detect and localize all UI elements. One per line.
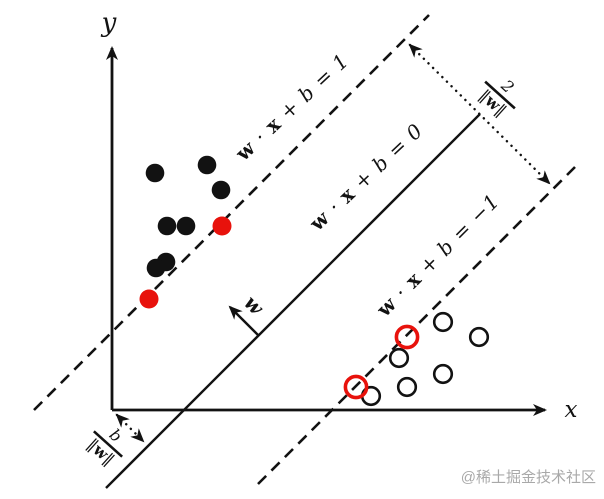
data-point — [211, 180, 231, 200]
bias-fraction-bar — [93, 430, 123, 458]
data-point — [139, 289, 159, 309]
data-point — [394, 324, 420, 350]
weight-vector-label: w — [239, 290, 269, 320]
positive-support-vectors — [139, 216, 232, 309]
data-point — [432, 311, 454, 333]
positive-class-points — [145, 155, 231, 278]
y-axis-label: y — [101, 8, 117, 38]
data-point — [468, 326, 490, 348]
weight-vector-arrow — [228, 305, 259, 336]
data-point — [197, 155, 217, 175]
bias-offset-arrow — [115, 413, 145, 443]
data-point — [388, 347, 410, 369]
data-point — [146, 258, 166, 278]
margin-fraction-bar — [484, 80, 516, 110]
hyperplane-minus-line — [257, 166, 576, 485]
negative-support-vectors — [343, 324, 420, 400]
data-point — [396, 376, 418, 398]
data-point — [343, 374, 369, 400]
x-axis-label: x — [565, 397, 578, 423]
data-point — [212, 216, 232, 236]
hyperplane-minus-label: w · x + b = −1 — [371, 189, 504, 322]
data-point — [432, 363, 454, 385]
data-point — [176, 216, 196, 236]
decision-boundary-label: w · x + b = 0 — [304, 118, 428, 236]
data-point — [157, 216, 177, 236]
bias-fraction-denominator: ‖w‖ — [84, 435, 119, 469]
negative-class-points — [360, 311, 490, 407]
margin-width-arrow — [408, 43, 551, 185]
data-point — [145, 163, 165, 183]
watermark-text: @稀土掘金技术社区 — [461, 469, 596, 486]
hyperplane-plus-line — [33, 14, 430, 411]
bias-fraction: b ‖w‖ — [84, 425, 126, 469]
